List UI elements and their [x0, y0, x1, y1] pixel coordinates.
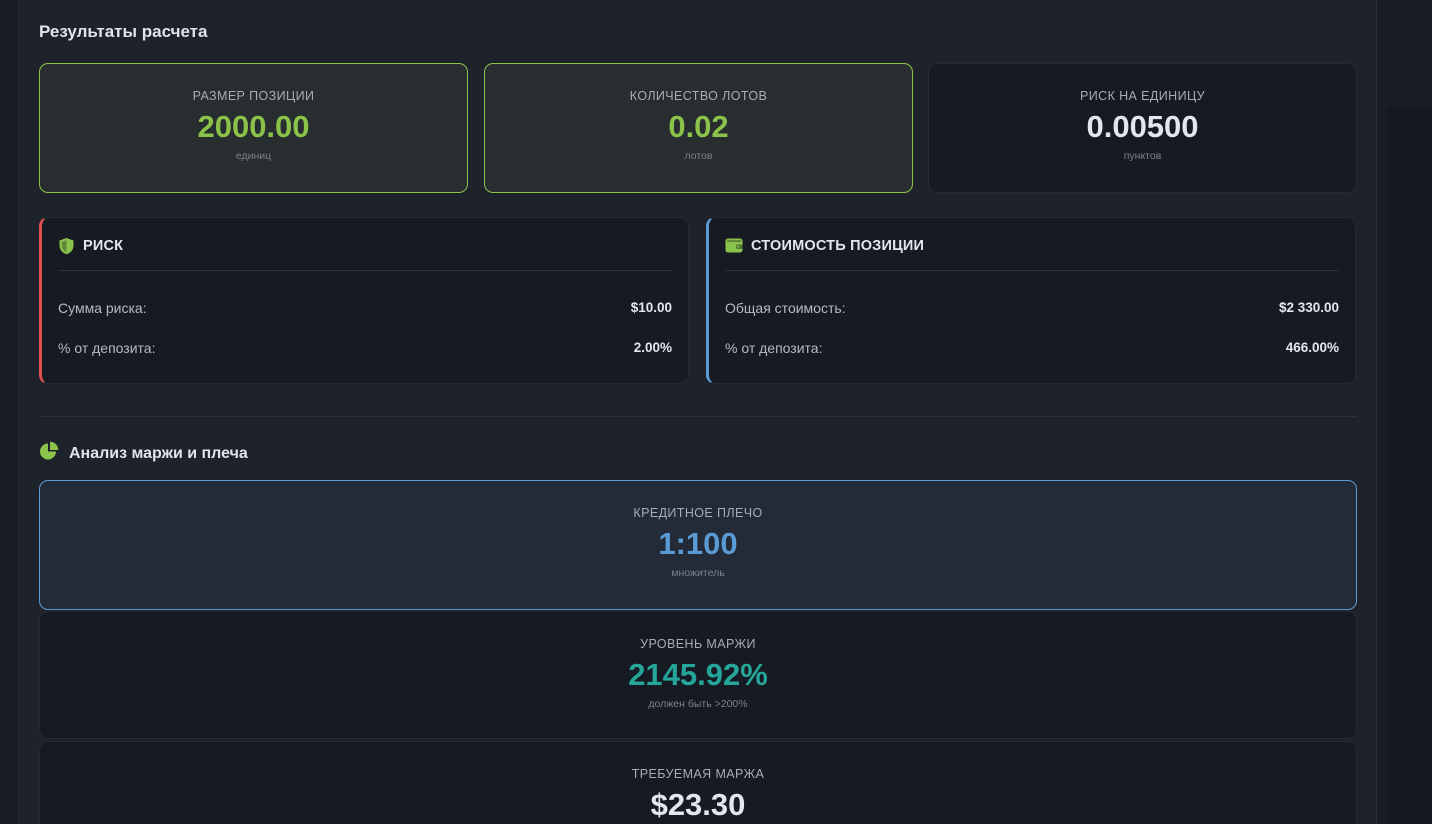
shield-icon — [58, 237, 75, 255]
stat-value: 1:100 — [658, 526, 738, 561]
leverage-card: КРЕДИТНОЕ ПЛЕЧО 1:100 множитель — [39, 480, 1357, 610]
risk-card-header: РИСК — [58, 237, 672, 271]
results-panel: Результаты расчета РАЗМЕР ПОЗИЦИИ 2000.0… — [18, 0, 1377, 824]
stat-label: РИСК НА ЕДИНИЦУ — [1080, 89, 1205, 103]
pie-chart-icon — [39, 441, 60, 466]
row-value: 466.00% — [1285, 340, 1339, 355]
stat-value: 2000.00 — [197, 109, 310, 144]
row-label: % от депозита: — [58, 340, 156, 356]
stat-value: $23.30 — [650, 787, 746, 822]
position-value-card-title: СТОИМОСТЬ ПОЗИЦИИ — [751, 238, 925, 254]
risk-card-title: РИСК — [83, 238, 124, 254]
risk-card: РИСК Сумма риска: $10.00 % от депозита: … — [39, 217, 689, 384]
row-value: 2.00% — [633, 340, 672, 355]
margin-level-card: УРОВЕНЬ МАРЖИ 2145.92% должен быть >200% — [39, 611, 1357, 739]
row-label: Сумма риска: — [58, 300, 147, 316]
row-value: $10.00 — [630, 300, 672, 315]
stat-unit: единиц — [235, 150, 272, 162]
stat-label: КОЛИЧЕСТВО ЛОТОВ — [629, 89, 768, 103]
right-gutter — [1377, 0, 1432, 824]
total-value-row: Общая стоимость: $2 330.00 — [725, 300, 1339, 316]
row-value: $2 330.00 — [1278, 300, 1339, 315]
section-divider — [39, 416, 1357, 417]
left-gutter — [0, 0, 18, 824]
value-percent-row: % от депозита: 466.00% — [725, 340, 1339, 356]
risk-percent-row: % от депозита: 2.00% — [58, 340, 672, 356]
stat-value: 0.02 — [668, 109, 729, 144]
stat-label: КРЕДИТНОЕ ПЛЕЧО — [633, 506, 763, 520]
row-label: % от депозита: — [725, 340, 823, 356]
stat-value: 0.00500 — [1086, 109, 1199, 144]
risk-per-unit-card: РИСК НА ЕДИНИЦУ 0.00500 пунктов — [928, 63, 1357, 193]
position-value-card-header: СТОИМОСТЬ ПОЗИЦИИ — [725, 237, 1339, 271]
stat-unit: множитель — [671, 567, 725, 579]
analysis-header: Анализ маржи и плеча — [39, 441, 248, 466]
stat-label: УРОВЕНЬ МАРЖИ — [640, 637, 756, 651]
stat-unit: должен быть >200% — [648, 698, 748, 710]
stat-label: ТРЕБУЕМАЯ МАРЖА — [631, 767, 765, 781]
position-value-card: СТОИМОСТЬ ПОЗИЦИИ Общая стоимость: $2 33… — [706, 217, 1356, 384]
analysis-title: Анализ маржи и плеча — [69, 444, 248, 462]
stat-unit: лотов — [684, 150, 713, 162]
stat-label: РАЗМЕР ПОЗИЦИИ — [192, 89, 315, 103]
wallet-icon — [725, 237, 743, 253]
section-title: Результаты расчета — [39, 22, 208, 41]
lots-count-card: КОЛИЧЕСТВО ЛОТОВ 0.02 лотов — [484, 63, 913, 193]
risk-amount-row: Сумма риска: $10.00 — [58, 300, 672, 316]
stat-unit: пунктов — [1123, 150, 1162, 162]
row-label: Общая стоимость: — [725, 300, 846, 316]
position-size-card: РАЗМЕР ПОЗИЦИИ 2000.00 единиц — [39, 63, 468, 193]
stat-value: 2145.92% — [628, 657, 768, 692]
required-margin-card: ТРЕБУЕМАЯ МАРЖА $23.30 — [39, 741, 1357, 824]
